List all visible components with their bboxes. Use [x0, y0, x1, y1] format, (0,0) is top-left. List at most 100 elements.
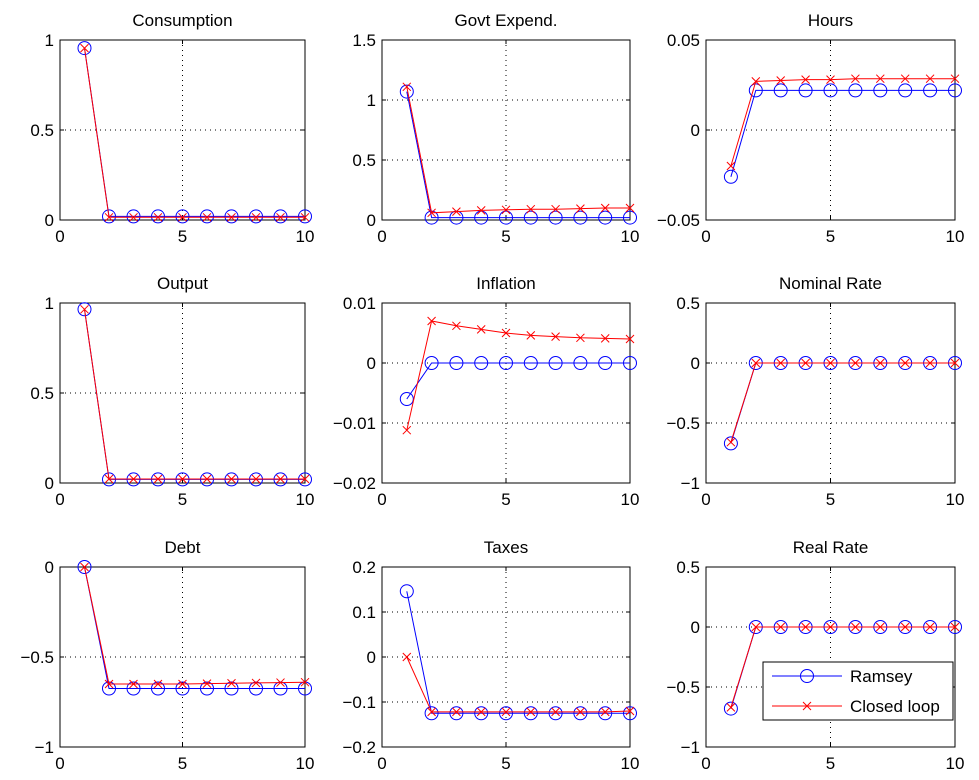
data-point-ramsey	[499, 210, 513, 225]
x-tick-label: 5	[826, 490, 835, 509]
series-line-closed-loop	[730, 78, 955, 167]
series-line-closed-loop	[730, 362, 955, 443]
data-point-ramsey	[224, 681, 239, 696]
x-tick-label: 10	[946, 754, 965, 773]
y-tick-label: 0	[691, 354, 700, 373]
data-point-ramsey	[424, 356, 439, 370]
data-point-closed-loop	[104, 679, 114, 689]
data-point-closed-loop	[801, 75, 810, 84]
x-tick-label: 10	[621, 490, 640, 509]
x-tick-label: 0	[55, 227, 64, 246]
panel-output: 0 5 10 0 0.5 1 Output	[30, 274, 314, 509]
x-tick-label: 5	[178, 490, 187, 509]
panel-title: Nominal Rate	[779, 274, 882, 293]
y-tick-label: 0	[45, 211, 54, 230]
x-tick-label: 0	[377, 227, 386, 246]
data-point-ramsey	[175, 209, 190, 224]
data-point-ramsey	[848, 83, 863, 98]
panel-inflation: 0 5 10 −0.02 −0.01 0 0.01 Inflation	[333, 274, 639, 509]
data-point-ramsey	[200, 681, 214, 696]
x-tick-label: 10	[946, 490, 965, 509]
y-tick-label: −0.02	[333, 474, 376, 493]
data-point-ramsey	[898, 83, 913, 98]
data-point-ramsey	[77, 302, 92, 317]
series-line-closed-loop	[406, 320, 631, 431]
data-point-ramsey	[598, 706, 613, 721]
data-point-closed-loop	[104, 474, 114, 484]
y-tick-label: −0.05	[657, 211, 700, 230]
data-point-closed-loop	[600, 334, 610, 343]
data-point-closed-loop	[178, 212, 187, 222]
data-point-closed-loop	[600, 707, 610, 717]
data-point-ramsey	[598, 356, 613, 370]
y-tick-label: 0.2	[352, 558, 376, 577]
data-point-ramsey	[723, 701, 738, 716]
data-point-closed-loop	[875, 74, 885, 84]
data-point-ramsey	[200, 209, 214, 224]
series-line-ramsey	[84, 48, 305, 217]
y-tick-label: 0.01	[343, 294, 376, 313]
data-point-closed-loop	[178, 474, 187, 484]
data-point-closed-loop	[452, 321, 461, 331]
data-point-ramsey	[474, 706, 489, 721]
panel-consumption: 0 5 10 0 0.5 1 Consumption	[30, 11, 314, 246]
x-tick-label: 10	[621, 754, 640, 773]
series-line-ramsey	[406, 591, 630, 714]
data-point-closed-loop	[950, 358, 960, 368]
panel-real-rate: 0 5 10 −1 −0.5 0 0.5 Real Rate	[666, 538, 964, 773]
x-tick-label: 10	[621, 227, 640, 246]
data-point-closed-loop	[276, 212, 285, 222]
data-point-ramsey	[948, 83, 962, 98]
data-point-closed-loop	[851, 358, 860, 368]
y-tick-label: −0.5	[666, 414, 700, 433]
data-point-closed-loop	[227, 474, 236, 484]
data-point-closed-loop	[551, 332, 560, 341]
y-tick-label: 0	[45, 558, 54, 577]
x-tick-label: 10	[946, 227, 965, 246]
y-tick-label: 0.05	[667, 31, 700, 50]
axes-frame	[59, 566, 306, 748]
series-line-closed-loop	[406, 86, 630, 214]
y-tick-label: −0.2	[342, 738, 376, 757]
x-tick-label: 10	[296, 490, 315, 509]
data-point-closed-loop	[452, 707, 461, 717]
data-point-closed-loop	[452, 207, 461, 216]
y-tick-label: 1	[45, 294, 54, 313]
data-point-closed-loop	[276, 678, 285, 687]
data-point-closed-loop	[576, 333, 585, 343]
data-point-closed-loop	[104, 212, 114, 222]
axes-frame	[59, 302, 306, 484]
panel-title: Hours	[808, 11, 853, 30]
x-tick-label: 0	[701, 490, 710, 509]
series-line-closed-loop	[406, 656, 631, 713]
x-tick-label: 5	[501, 227, 510, 246]
x-tick-label: 0	[55, 754, 64, 773]
series-line-closed-loop	[84, 309, 305, 480]
y-tick-label: −0.5	[20, 648, 54, 667]
axes-frame	[705, 566, 956, 748]
data-point-closed-loop	[950, 74, 960, 84]
y-tick-label: 0.1	[352, 603, 376, 622]
panel-nominal-rate: 0 5 10 −1 −0.5 0 0.5 Nominal Rate	[666, 274, 964, 509]
axes-frame	[705, 302, 956, 484]
data-point-ramsey	[573, 356, 588, 370]
data-point-closed-loop	[526, 707, 536, 717]
data-point-ramsey	[548, 706, 563, 721]
x-tick-label: 5	[501, 490, 510, 509]
data-point-closed-loop	[900, 74, 910, 84]
x-tick-label: 5	[501, 754, 510, 773]
data-point-closed-loop	[726, 161, 736, 171]
data-point-closed-loop	[751, 622, 761, 632]
y-tick-label: 0.5	[352, 151, 376, 170]
panel-title: Real Rate	[793, 538, 869, 557]
x-tick-label: 0	[55, 490, 64, 509]
legend: Ramsey Closed loop	[762, 661, 954, 721]
data-point-closed-loop	[129, 474, 138, 484]
y-tick-label: 0	[691, 618, 700, 637]
x-tick-label: 5	[826, 227, 835, 246]
data-point-ramsey	[548, 356, 563, 370]
data-point-closed-loop	[900, 622, 910, 632]
data-point-closed-loop	[625, 706, 635, 716]
data-point-closed-loop	[402, 652, 412, 662]
data-point-closed-loop	[925, 74, 935, 84]
